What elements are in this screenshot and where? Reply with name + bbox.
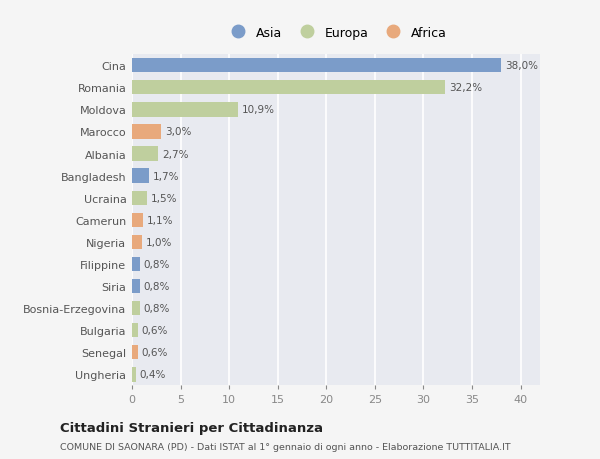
Text: 0,6%: 0,6% [142,347,168,358]
Bar [132,235,142,250]
Bar [132,345,138,360]
Bar [132,191,146,206]
Bar [132,169,149,184]
Bar [132,81,445,95]
Text: Cittadini Stranieri per Cittadinanza: Cittadini Stranieri per Cittadinanza [60,421,323,434]
Text: 0,8%: 0,8% [143,303,170,313]
Text: COMUNE DI SAONARA (PD) - Dati ISTAT al 1° gennaio di ogni anno - Elaborazione TU: COMUNE DI SAONARA (PD) - Dati ISTAT al 1… [60,442,511,451]
Text: 1,1%: 1,1% [146,215,173,225]
Text: 0,6%: 0,6% [142,325,168,336]
Text: 2,7%: 2,7% [162,149,188,159]
Text: 32,2%: 32,2% [449,83,482,93]
Bar [132,257,140,272]
Text: 1,7%: 1,7% [152,171,179,181]
Text: 0,4%: 0,4% [140,369,166,380]
Bar [132,125,161,140]
Text: 3,0%: 3,0% [165,127,191,137]
Text: 1,0%: 1,0% [146,237,172,247]
Bar [132,301,140,316]
Bar [132,59,501,73]
Legend: Asia, Europa, Africa: Asia, Europa, Africa [221,22,452,45]
Text: 10,9%: 10,9% [242,105,275,115]
Bar [132,323,138,338]
Bar [132,213,143,228]
Bar [132,147,158,162]
Text: 0,8%: 0,8% [143,259,170,269]
Bar [132,367,136,382]
Text: 0,8%: 0,8% [143,281,170,291]
Text: 38,0%: 38,0% [505,61,538,71]
Text: 1,5%: 1,5% [151,193,177,203]
Bar [132,279,140,294]
Bar [132,103,238,118]
